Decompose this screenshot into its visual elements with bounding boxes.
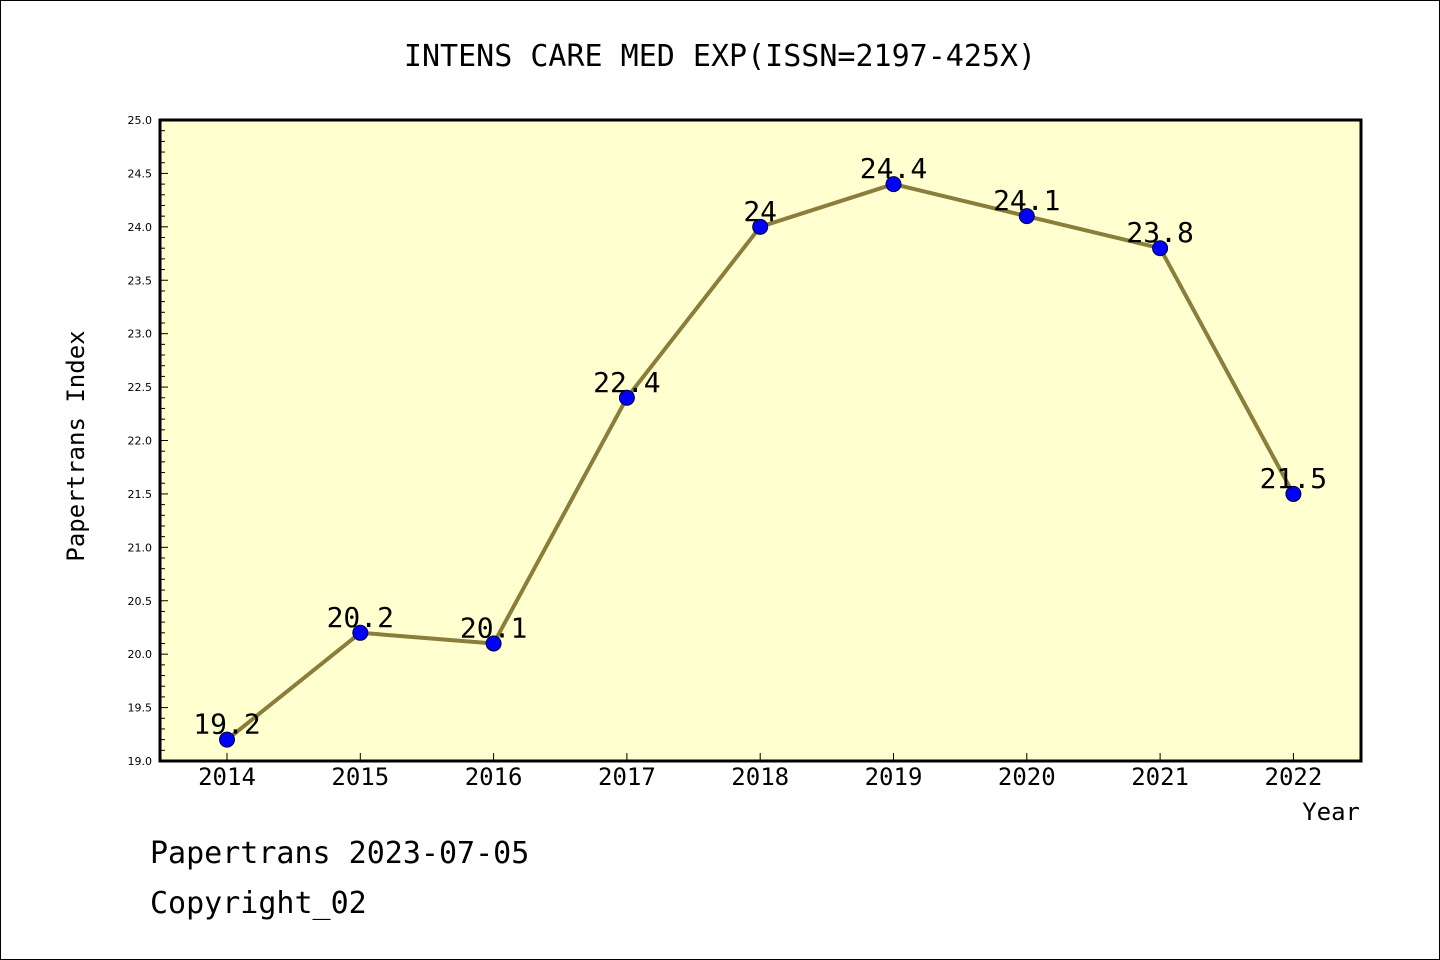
x-tick-label: 2022 [1265,763,1323,791]
x-axis-label: Year [1302,798,1360,826]
data-label: 22.4 [593,366,660,399]
y-tick-label: 24.0 [128,221,153,234]
data-point [618,389,635,406]
data-point [485,635,502,652]
y-tick-label: 22.0 [128,435,153,448]
x-tick-label: 2014 [198,763,256,791]
y-tick-label: 23.5 [128,274,153,287]
plot-border [158,118,1363,763]
y-tick-label: 19.0 [128,755,153,768]
data-point [885,176,902,193]
y-tick-label: 21.0 [128,541,153,554]
data-label: 24.4 [860,152,927,185]
x-tick-label: 2020 [998,763,1056,791]
x-tick-label: 2018 [731,763,789,791]
y-tick-label: 21.5 [128,488,153,501]
y-tick-label: 20.5 [128,595,153,608]
data-point [1018,208,1035,225]
footer-copyright: Copyright_02 [150,886,367,921]
x-tick-label: 2015 [331,763,389,791]
x-tick-label: 2017 [598,763,656,791]
y-axis-label: Papertrans Index [62,330,90,561]
x-tick-label: 2019 [865,763,923,791]
data-label: 24.1 [993,184,1060,217]
y-tick-label: 22.5 [128,381,153,394]
data-points [219,176,1302,748]
chart-title: INTENS CARE MED EXP(ISSN=2197-425X) [404,39,1036,74]
data-labels: 19.2 20.2 20.1 22.4 24 24.4 24.1 23.8 21.5 [193,152,1327,741]
y-tick-label: 25.0 [128,114,153,127]
data-label: 23.8 [1126,216,1193,249]
y-tick-label: 20.0 [128,648,153,661]
x-tick-label: 2016 [465,763,523,791]
y-tick-label: 19.5 [128,702,153,715]
y-tick-label: 24.5 [128,167,153,180]
data-point [219,731,235,748]
data-point [1152,240,1169,257]
data-label: 20.2 [327,601,394,634]
x-tick-label: 2021 [1131,763,1189,791]
footer-date: Papertrans 2023-07-05 [150,836,530,871]
data-point [1285,485,1302,502]
data-label: 24 [743,195,777,228]
y-tick-label: 23.0 [128,328,153,341]
data-label: 19.2 [193,708,260,741]
data-point [352,624,369,641]
x-axis: 2014 2015 2016 2017 2018 2019 2020 2021 2022 [198,753,1322,791]
data-label: 20.1 [460,611,527,644]
data-point [752,218,769,235]
data-label: 21.5 [1260,462,1327,495]
